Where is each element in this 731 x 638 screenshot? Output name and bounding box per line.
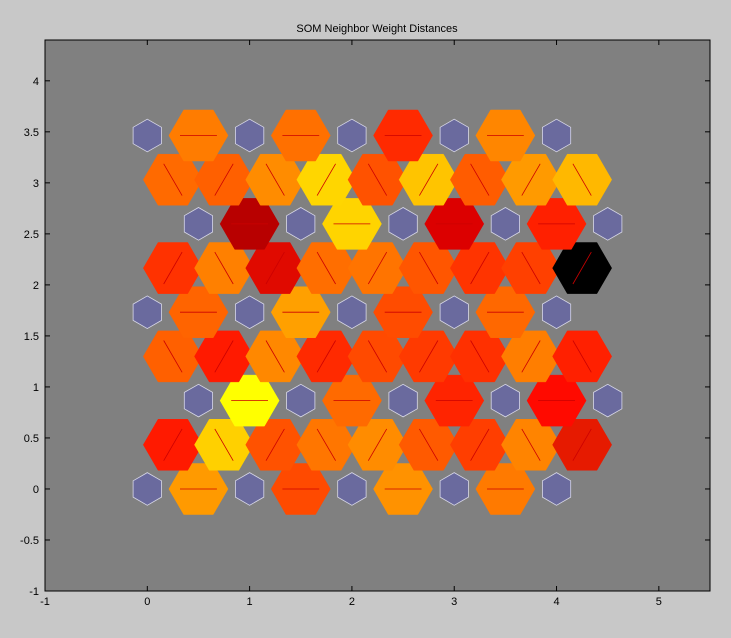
y-tick-label-3: 0.5 [24, 433, 39, 445]
neuron-hex-18 [490, 207, 520, 241]
neuron-hex-10 [132, 295, 162, 330]
link-line-20 [316, 340, 336, 373]
link-line-17 [163, 340, 183, 373]
link-line-23 [470, 340, 490, 373]
link-line-22 [419, 340, 439, 373]
link-line-50 [521, 163, 541, 196]
y-tick-label-7: 2.5 [24, 229, 39, 241]
link-line-44 [214, 163, 234, 196]
neuron-hexes [132, 118, 623, 506]
link-line-30 [163, 251, 183, 285]
y-tick-label-0: -1 [29, 586, 39, 598]
link-line-10 [470, 428, 490, 461]
neuron-hex-5 [183, 383, 214, 418]
neuron-hex-24 [542, 118, 572, 153]
link-line-4 [163, 428, 183, 461]
y-tick-label-4: 1 [33, 382, 39, 394]
x-tick-label-0: -1 [40, 596, 50, 608]
link-line-37 [521, 251, 541, 285]
y-tick-label-6: 2 [33, 280, 39, 292]
neuron-hex-15 [183, 207, 214, 241]
link-line-11 [521, 428, 541, 461]
link-line-6 [265, 428, 285, 461]
neuron-hex-17 [388, 207, 418, 241]
link-line-24 [521, 340, 541, 373]
link-line-38 [572, 251, 592, 285]
y-tick-label-1: -0.5 [20, 535, 39, 547]
neuron-hex-20 [132, 118, 162, 153]
neuron-hex-6 [286, 383, 316, 418]
link-hexes [143, 109, 612, 515]
link-line-9 [419, 428, 439, 461]
link-line-32 [265, 251, 285, 285]
neuron-hex-11 [234, 295, 265, 330]
x-tick-label-1: 0 [144, 596, 150, 608]
link-line-18 [214, 340, 234, 373]
x-tick-label-3: 2 [349, 596, 355, 608]
x-tick-label-4: 3 [451, 596, 457, 608]
neuron-hex-12 [337, 295, 367, 330]
neuron-hex-8 [490, 383, 520, 418]
link-line-35 [419, 251, 439, 285]
link-line-49 [470, 163, 490, 196]
link-line-34 [367, 251, 388, 285]
link-line-25 [572, 340, 592, 373]
link-line-47 [367, 163, 388, 196]
link-line-51 [572, 163, 592, 196]
neuron-hex-23 [439, 118, 469, 153]
neuron-hex-7 [388, 383, 418, 418]
link-line-7 [316, 428, 336, 461]
x-tick-label-2: 1 [247, 596, 253, 608]
neuron-hex-0 [132, 472, 162, 506]
link-line-45 [265, 163, 285, 196]
neuron-hex-21 [234, 118, 265, 153]
neuron-hex-22 [337, 118, 367, 153]
neuron-hex-2 [337, 472, 367, 506]
neuron-hex-19 [593, 207, 623, 241]
link-line-19 [265, 340, 285, 373]
neuron-hex-16 [286, 207, 316, 241]
link-line-36 [470, 251, 490, 285]
neuron-hex-9 [593, 383, 623, 418]
link-line-43 [163, 163, 183, 196]
neuron-hex-4 [542, 472, 572, 506]
neuron-hex-1 [234, 472, 265, 506]
y-tick-label-9: 3.5 [24, 127, 39, 139]
link-line-33 [316, 251, 336, 285]
x-tick-label-6: 5 [656, 596, 662, 608]
neuron-hex-13 [439, 295, 469, 330]
link-line-46 [316, 163, 336, 196]
y-tick-label-5: 1.5 [24, 331, 39, 343]
axis-ticks: -1 0 1 2 3 4 5 -1 -0.5 0 0.5 1 1.5 2 2.5 3 3.5 4 [20, 40, 710, 608]
link-line-31 [214, 251, 234, 285]
chart-title: SOM Neighbor Weight Distances [296, 23, 458, 35]
link-line-21 [367, 340, 388, 373]
neuron-hex-3 [439, 472, 469, 506]
link-line-5 [214, 428, 234, 461]
link-line-48 [419, 163, 439, 196]
y-tick-label-2: 0 [33, 484, 39, 496]
link-line-8 [367, 428, 388, 461]
y-tick-label-8: 3 [33, 178, 39, 190]
neuron-hex-14 [542, 295, 572, 330]
link-line-12 [572, 428, 592, 461]
y-tick-label-10: 4 [33, 76, 39, 88]
x-tick-label-5: 4 [553, 596, 559, 608]
